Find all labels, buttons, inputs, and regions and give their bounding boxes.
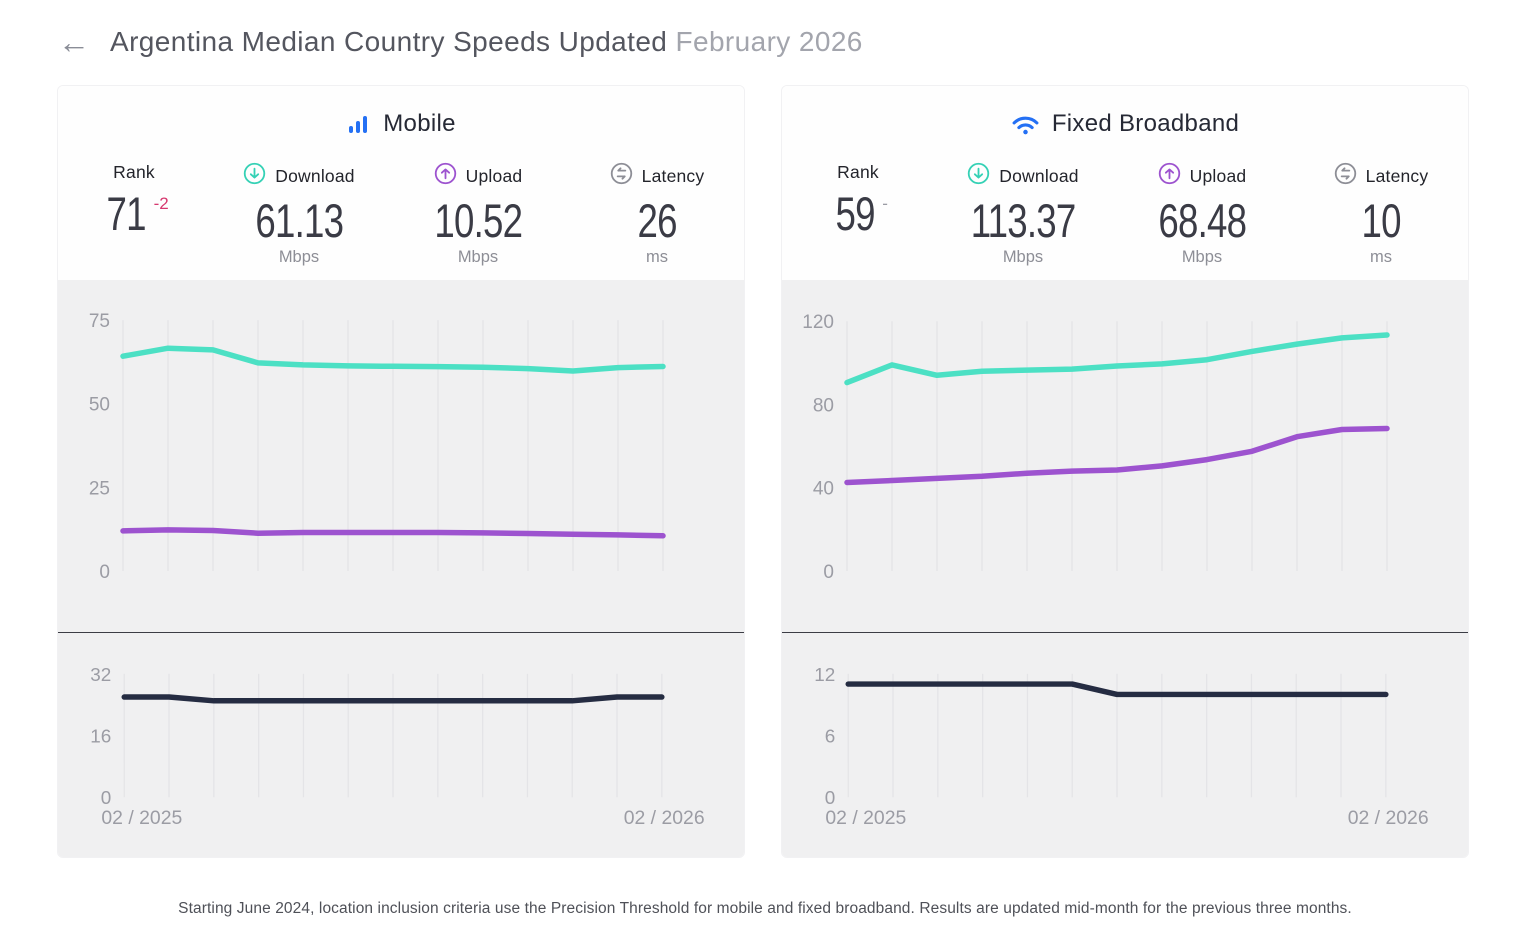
fixed-download-value: 113.37 xyxy=(970,194,1077,247)
mobile-rank-change: -2 xyxy=(153,194,169,214)
fixed-download-stat: Download 113.37 Mbps xyxy=(934,162,1112,267)
fixed-latency-label: Latency xyxy=(1365,165,1429,186)
svg-text:50: 50 xyxy=(89,395,110,416)
svg-text:12: 12 xyxy=(814,665,835,686)
mobile-speed-chart: 0 25 50 75 xyxy=(58,280,744,632)
fixed-latency-value: 10 xyxy=(1361,194,1401,247)
svg-text:0: 0 xyxy=(101,788,112,809)
fixed-download-unit: Mbps xyxy=(1002,248,1044,266)
mobile-rank-value: 71 -2 xyxy=(106,187,169,240)
page-title-text: Argentina Median Country Speeds Updated xyxy=(110,26,668,57)
svg-text:0: 0 xyxy=(823,562,834,583)
cards-row: Mobile Rank 71 -2 Download xyxy=(0,85,1530,858)
fixed-card-title-label: Fixed Broadband xyxy=(1051,110,1240,137)
svg-text:02 / 2026: 02 / 2026 xyxy=(1348,807,1429,829)
mobile-signal-bars-icon xyxy=(346,112,371,137)
mobile-latency-value: 26 xyxy=(637,194,677,247)
svg-text:80: 80 xyxy=(813,396,834,417)
mobile-upload-unit: Mbps xyxy=(457,248,499,266)
mobile-rank-stat: Rank 71 -2 xyxy=(58,162,210,267)
page-title-period: February 2026 xyxy=(675,26,863,57)
upload-icon xyxy=(1158,162,1181,190)
fixed-rank-value: 59- xyxy=(835,187,888,240)
mobile-latency-chart: 0 16 32 02 / 2025 02 / 2026 xyxy=(58,632,744,857)
footer-note: Starting June 2024, location inclusion c… xyxy=(178,900,1352,917)
svg-text:02 / 2025: 02 / 2025 xyxy=(101,807,182,829)
latency-icon xyxy=(610,162,633,190)
mobile-card-header: Mobile Rank 71 -2 Download xyxy=(58,86,744,280)
back-arrow-icon[interactable]: ← xyxy=(58,24,90,60)
fixed-upload-value: 68.48 xyxy=(1158,194,1247,247)
fixed-upload-unit: Mbps xyxy=(1181,248,1223,266)
svg-text:32: 32 xyxy=(90,665,111,686)
svg-text:16: 16 xyxy=(90,727,111,748)
svg-text:0: 0 xyxy=(99,562,110,583)
svg-text:0: 0 xyxy=(825,788,836,809)
fixed-speed-chart: 0 40 80 120 xyxy=(782,280,1468,632)
fixed-upload-stat: Upload 68.48 Mbps xyxy=(1112,162,1292,267)
latency-icon xyxy=(1334,162,1357,190)
svg-text:120: 120 xyxy=(802,312,834,333)
fixed-rank-label: Rank xyxy=(837,162,879,182)
mobile-download-label: Download xyxy=(275,165,355,186)
fixed-rank-change: - xyxy=(882,194,888,214)
fixed-card-header: Fixed Broadband Rank 59- Download xyxy=(782,86,1468,280)
download-icon xyxy=(967,162,990,190)
page-title: Argentina Median Country Speeds Updated … xyxy=(110,26,863,58)
download-icon xyxy=(243,162,266,190)
mobile-latency-label: Latency xyxy=(641,165,705,186)
page-header: ← Argentina Median Country Speeds Update… xyxy=(0,0,1530,68)
mobile-card-title: Mobile xyxy=(58,110,744,138)
mobile-download-value: 61.13 xyxy=(255,194,344,247)
svg-text:02 / 2025: 02 / 2025 xyxy=(825,807,906,829)
upload-icon xyxy=(434,162,457,190)
fixed-latency-chart: 0 6 12 02 / 2025 02 / 2026 xyxy=(782,632,1468,857)
fixed-broadband-card: Fixed Broadband Rank 59- Download xyxy=(781,85,1469,858)
wifi-icon xyxy=(1011,113,1040,136)
mobile-download-unit: Mbps xyxy=(278,248,320,266)
mobile-rank-label: Rank xyxy=(113,162,155,182)
fixed-latency-unit: ms xyxy=(1370,248,1392,266)
svg-text:02 / 2026: 02 / 2026 xyxy=(624,807,705,829)
fixed-card-title: Fixed Broadband xyxy=(782,110,1468,138)
fixed-stats-row: Rank 59- Download 113.37 Mbps xyxy=(782,162,1468,267)
mobile-upload-label: Upload xyxy=(465,165,523,186)
svg-text:6: 6 xyxy=(825,727,836,748)
fixed-upload-label: Upload xyxy=(1189,165,1247,186)
mobile-card: Mobile Rank 71 -2 Download xyxy=(57,85,745,858)
svg-text:75: 75 xyxy=(89,311,110,332)
mobile-card-title-label: Mobile xyxy=(383,110,456,137)
svg-text:25: 25 xyxy=(89,478,110,499)
mobile-upload-stat: Upload 10.52 Mbps xyxy=(388,162,568,267)
fixed-rank-stat: Rank 59- xyxy=(782,162,934,267)
svg-text:40: 40 xyxy=(813,479,834,500)
mobile-stats-row: Rank 71 -2 Download 61.13 Mbps xyxy=(58,162,744,267)
fixed-download-label: Download xyxy=(999,165,1079,186)
mobile-latency-stat: Latency 26 ms xyxy=(568,162,744,267)
fixed-latency-stat: Latency 10 ms xyxy=(1292,162,1468,267)
mobile-latency-unit: ms xyxy=(646,248,668,266)
mobile-download-stat: Download 61.13 Mbps xyxy=(210,162,388,267)
mobile-upload-value: 10.52 xyxy=(434,194,523,247)
